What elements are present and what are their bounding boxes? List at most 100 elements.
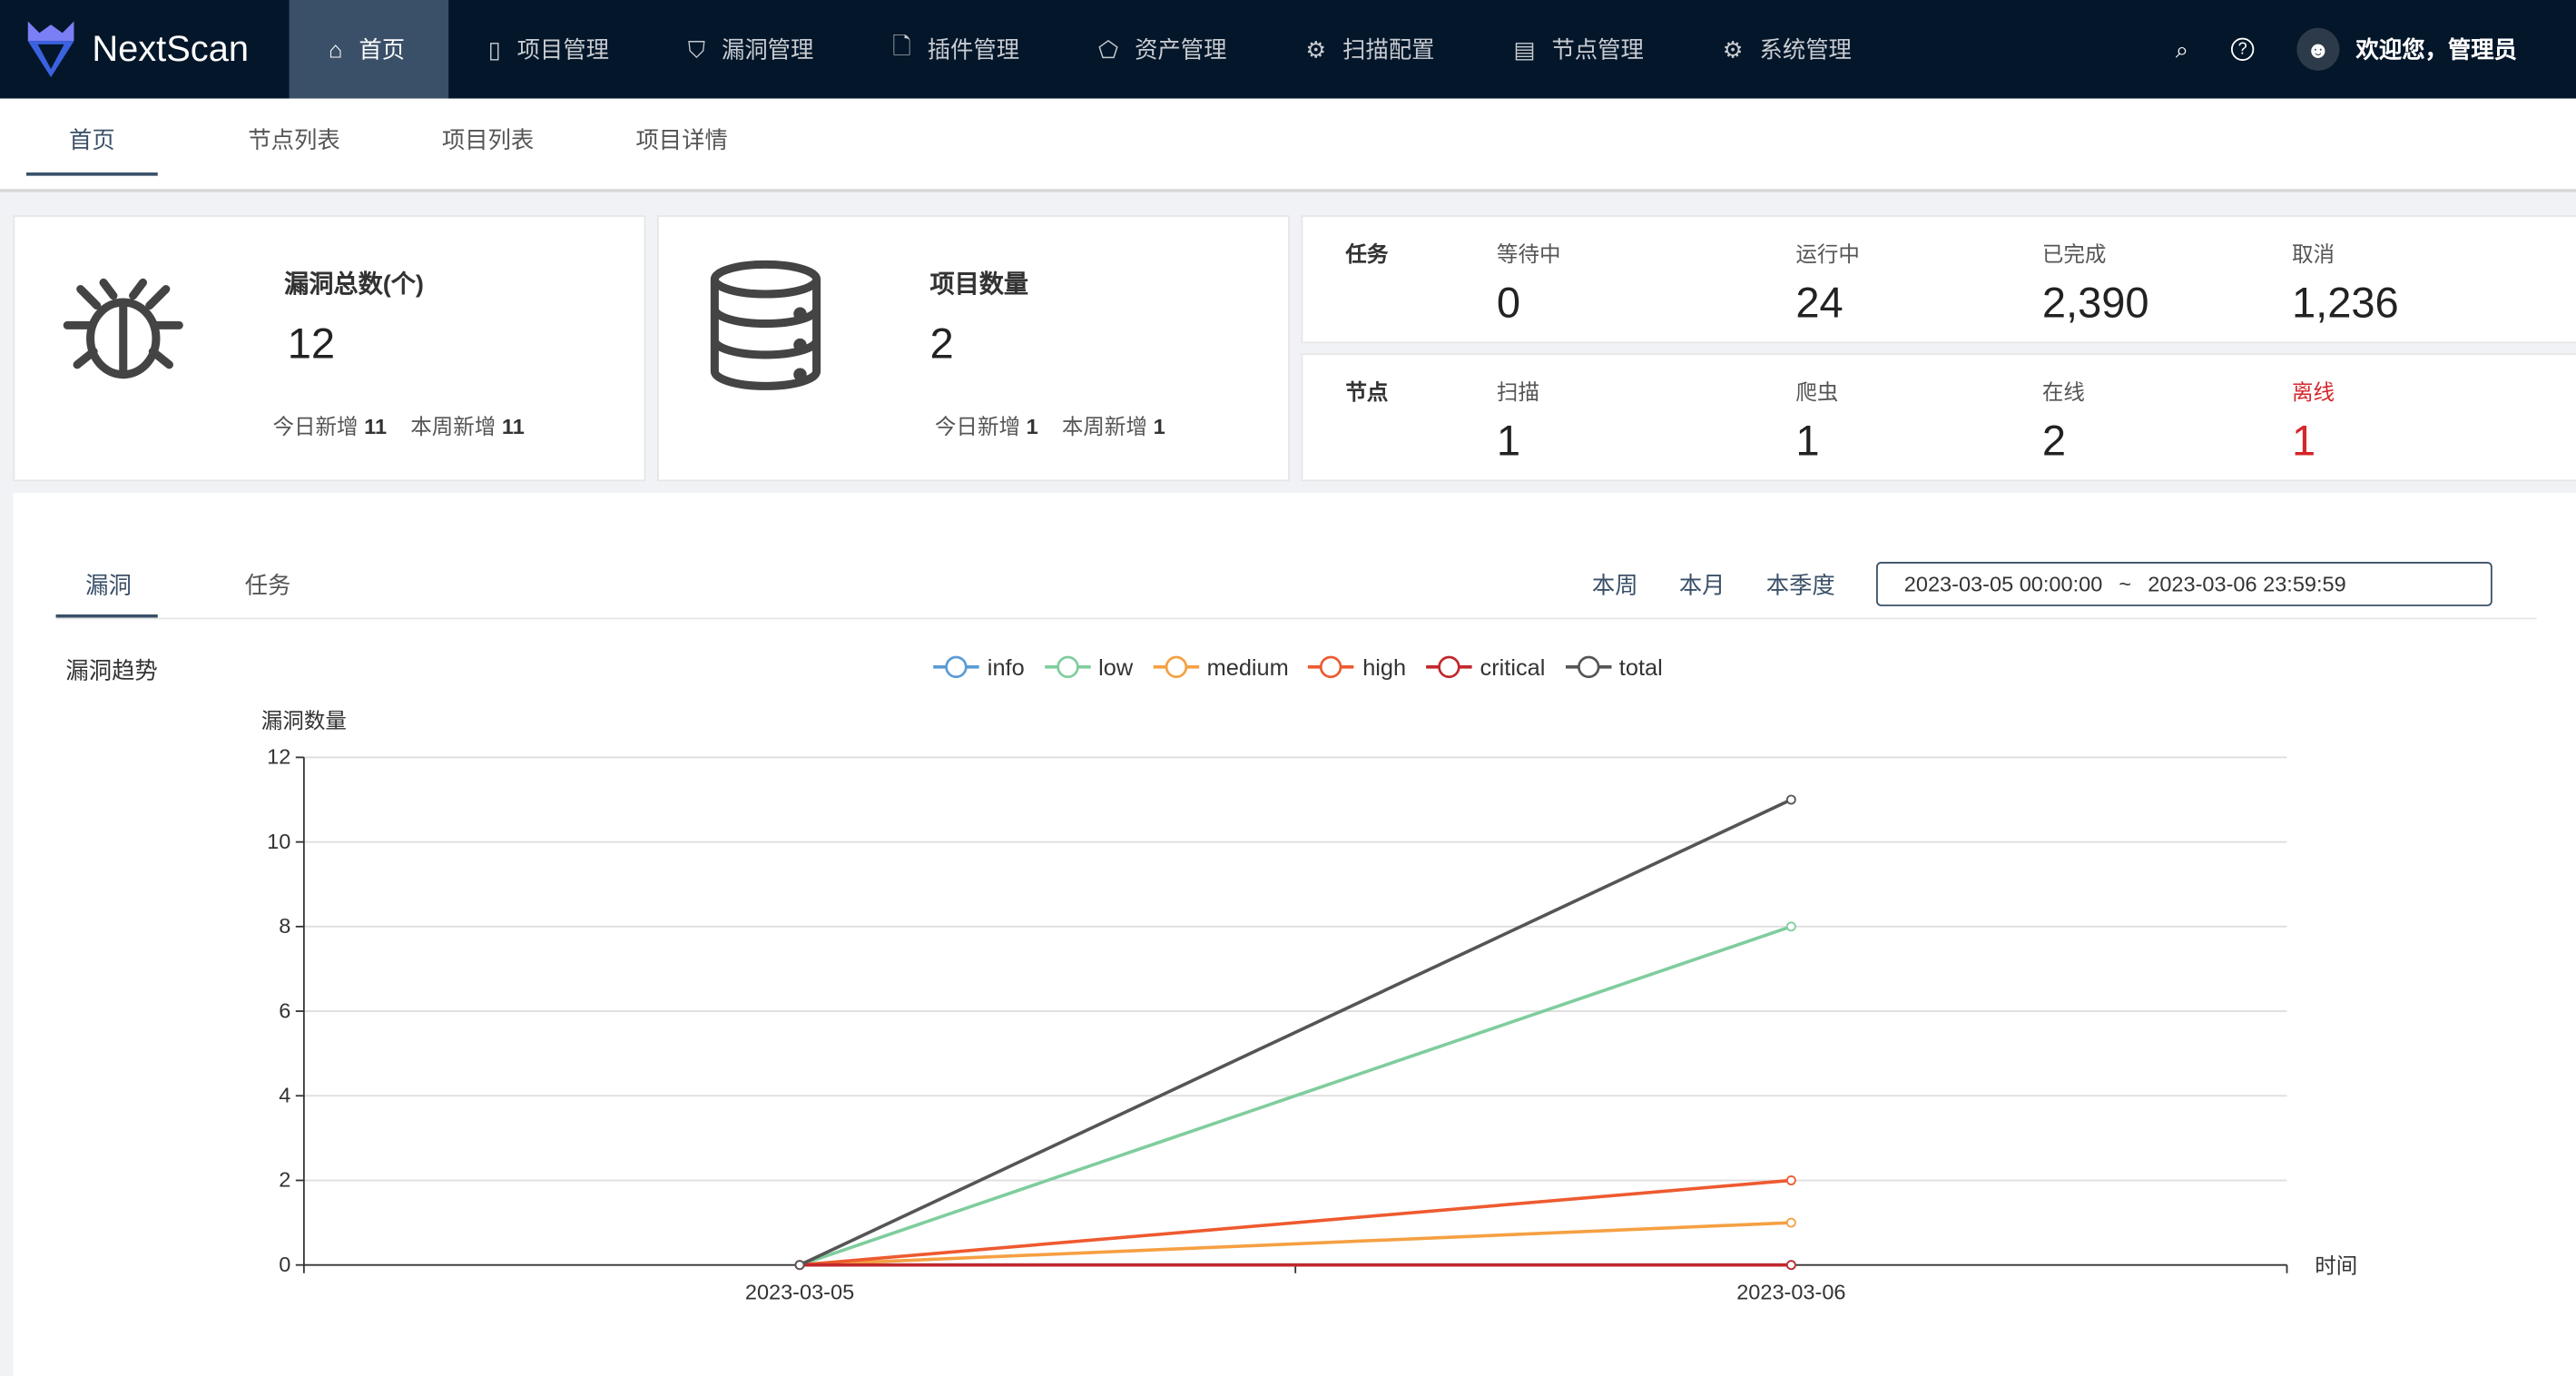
data-point-total[interactable]	[1785, 794, 1796, 805]
top-nav-bar: NextScan ⌂ 首页 ▯ 项目管理 ⛉ 漏洞管理 🗋 插件管理 ⬠ 资产管理 ⚙ 扫描配置 ▤ 节点…	[0, 0, 2576, 99]
active-tab-indicator	[55, 614, 158, 618]
asset-icon: ⬠	[1097, 34, 1118, 62]
database-icon	[710, 260, 821, 390]
range-quarter[interactable]: 本季度	[1765, 571, 1835, 598]
legend-label: info	[987, 654, 1025, 681]
tasks-stat: 已完成 2,390	[2042, 237, 2149, 329]
project-count-title: 项目数量	[929, 270, 1029, 300]
chart-legend: info low medium high critical total	[933, 654, 1663, 680]
divider	[55, 617, 2537, 620]
gear-icon: ⚙	[1722, 34, 1744, 62]
y-tick-label: 10	[267, 830, 290, 853]
nav-item-1[interactable]: ▯ 项目管理	[448, 0, 648, 99]
date-separator: ~	[2119, 571, 2132, 597]
range-month[interactable]: 本月	[1678, 571, 1726, 598]
today-label: 今日新增	[272, 414, 359, 439]
stat-label: 等待中	[1496, 241, 1561, 267]
brand-name: NextScan	[92, 27, 250, 70]
date-end[interactable]: 2023-03-06 23:59:59	[2148, 571, 2346, 597]
subtab-2[interactable]: 项目列表	[441, 126, 535, 153]
subtab-1[interactable]: 节点列表	[248, 126, 340, 153]
y-tick-label: 12	[267, 745, 290, 769]
y-tick-label: 4	[279, 1084, 290, 1107]
nav-item-5[interactable]: ⚙ 扫描配置	[1266, 0, 1474, 99]
data-point-high[interactable]	[1785, 1175, 1796, 1185]
x-axis-label: 时间	[2315, 1254, 2357, 1278]
task-stats-card: 任务 等待中 0 运行中 24 已完成 2,390 取消 1,236	[1301, 215, 2576, 344]
series-line-total	[799, 798, 1793, 1267]
stat-value: 2,390	[2041, 277, 2149, 328]
stat-label: 爬虫	[1795, 379, 1839, 405]
tab-vulns[interactable]: 漏洞	[85, 571, 132, 598]
user-menu[interactable]: ☻ 欢迎您，管理员	[2296, 27, 2517, 71]
nav-label: 插件管理	[927, 35, 1020, 63]
legend-marker-icon	[1308, 655, 1355, 679]
nav-item-2[interactable]: ⛉ 漏洞管理	[648, 0, 852, 99]
date-range-picker[interactable]: 2023-03-05 00:00:00 ~2023-03-06 23:59:59	[1876, 562, 2492, 606]
legend-marker-icon	[1565, 655, 1611, 679]
help-icon[interactable]: ?	[2230, 37, 2255, 61]
bug-icon	[63, 278, 183, 379]
plugin-icon: 🗋	[892, 33, 911, 60]
legend-item[interactable]: info	[933, 654, 1025, 680]
subtab-0[interactable]: 首页	[25, 99, 158, 190]
subtab-3[interactable]: 项目详情	[635, 126, 728, 153]
stat-label: 已完成	[2041, 241, 2107, 267]
stat-value: 1	[1496, 415, 1521, 466]
nav-label: 系统管理	[1759, 35, 1852, 63]
data-point-critical[interactable]	[1785, 1260, 1796, 1271]
home-icon: ⌂	[329, 35, 343, 63]
search-icon[interactable]: ⌕	[2175, 34, 2188, 62]
avatar-icon: ☻	[2296, 27, 2340, 71]
today-value: 1	[1026, 414, 1038, 439]
stat-label: 取消	[2291, 241, 2335, 267]
nav-item-6[interactable]: ▤ 节点管理	[1474, 0, 1683, 99]
stat-label: 运行中	[1795, 241, 1860, 267]
nav-label: 项目管理	[516, 35, 610, 63]
project-icon: ▯	[487, 34, 501, 62]
tasks-stat: 等待中 0	[1497, 237, 1561, 329]
stat-value: 1,236	[2291, 277, 2399, 328]
series-line-high	[799, 1178, 1792, 1267]
nav-item-0[interactable]: ⌂ 首页	[289, 0, 449, 99]
stat-value: 1	[1795, 415, 1820, 466]
data-point-total[interactable]	[794, 1260, 805, 1271]
stat-label: 在线	[2041, 379, 2085, 405]
nav-item-4[interactable]: ⬠ 资产管理	[1059, 0, 1266, 99]
server-icon: ▤	[1513, 34, 1536, 62]
chart-title: 漏洞趋势	[65, 657, 158, 683]
nav-item-3[interactable]: 🗋 插件管理	[853, 0, 1059, 99]
nodes-stat: 爬虫 1	[1795, 375, 1838, 467]
y-tick-label: 6	[279, 998, 290, 1022]
project-count-value: 2	[929, 319, 954, 369]
nodes-label: 节点	[1345, 379, 1389, 405]
date-start[interactable]: 2023-03-05 00:00:00	[1903, 571, 2103, 597]
vuln-total-card: 漏洞总数(个) 12 今日新增 11 本周新增 11	[13, 215, 646, 482]
stat-label: 扫描	[1496, 379, 1539, 405]
series-line-medium	[799, 1221, 1792, 1267]
range-week[interactable]: 本周	[1591, 571, 1638, 598]
tab-tasks[interactable]: 任务	[244, 571, 291, 598]
sub-tabs: 首页 节点列表 项目列表 项目详情	[0, 98, 2576, 192]
legend-item[interactable]: total	[1565, 654, 1663, 680]
data-point-medium[interactable]	[1785, 1217, 1796, 1228]
gear-icon: ⚙	[1305, 34, 1327, 62]
legend-item[interactable]: critical	[1425, 654, 1545, 680]
stat-value: 0	[1496, 277, 1521, 328]
legend-item[interactable]: low	[1044, 654, 1133, 680]
vuln-total-value: 12	[287, 319, 336, 369]
legend-item[interactable]: medium	[1152, 654, 1289, 680]
y-tick-label: 2	[279, 1168, 290, 1192]
data-point-low[interactable]	[1785, 921, 1796, 932]
nav-item-7[interactable]: ⚙ 系统管理	[1683, 0, 1891, 99]
logo[interactable]: NextScan	[0, 0, 290, 99]
nav-label: 漏洞管理	[721, 35, 814, 63]
nav-label: 扫描配置	[1342, 35, 1435, 63]
legend-label: high	[1362, 654, 1407, 681]
nodes-stat: 在线 2	[2042, 375, 2085, 467]
legend-label: total	[1618, 654, 1663, 681]
legend-item[interactable]: high	[1308, 654, 1406, 680]
logo-icon	[27, 21, 74, 78]
legend-marker-icon	[1425, 655, 1472, 679]
